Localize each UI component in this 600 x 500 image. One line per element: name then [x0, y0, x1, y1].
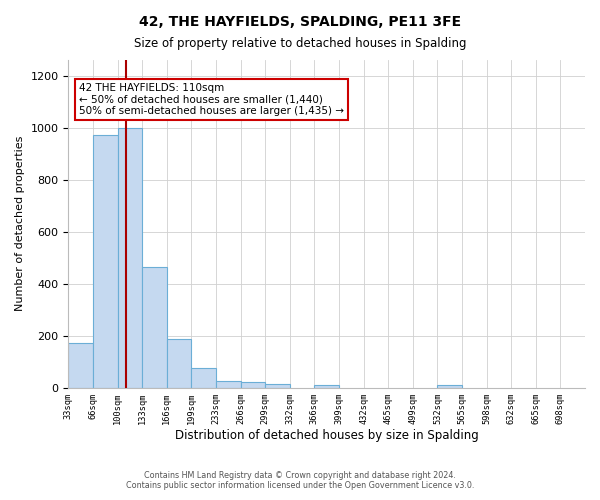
- Bar: [191, 368, 216, 388]
- Bar: [265, 384, 290, 388]
- Text: Size of property relative to detached houses in Spalding: Size of property relative to detached ho…: [134, 38, 466, 51]
- Bar: [93, 136, 118, 388]
- Bar: [216, 381, 241, 388]
- Bar: [314, 385, 339, 388]
- Text: 42 THE HAYFIELDS: 110sqm
← 50% of detached houses are smaller (1,440)
50% of sem: 42 THE HAYFIELDS: 110sqm ← 50% of detach…: [79, 83, 344, 116]
- Y-axis label: Number of detached properties: Number of detached properties: [15, 136, 25, 312]
- Text: Contains HM Land Registry data © Crown copyright and database right 2024.
Contai: Contains HM Land Registry data © Crown c…: [126, 470, 474, 490]
- X-axis label: Distribution of detached houses by size in Spalding: Distribution of detached houses by size …: [175, 430, 479, 442]
- Text: 42, THE HAYFIELDS, SPALDING, PE11 3FE: 42, THE HAYFIELDS, SPALDING, PE11 3FE: [139, 15, 461, 29]
- Bar: [68, 344, 93, 388]
- Bar: [437, 385, 462, 388]
- Bar: [142, 266, 167, 388]
- Bar: [241, 382, 265, 388]
- Bar: [167, 340, 191, 388]
- Bar: [118, 128, 142, 388]
